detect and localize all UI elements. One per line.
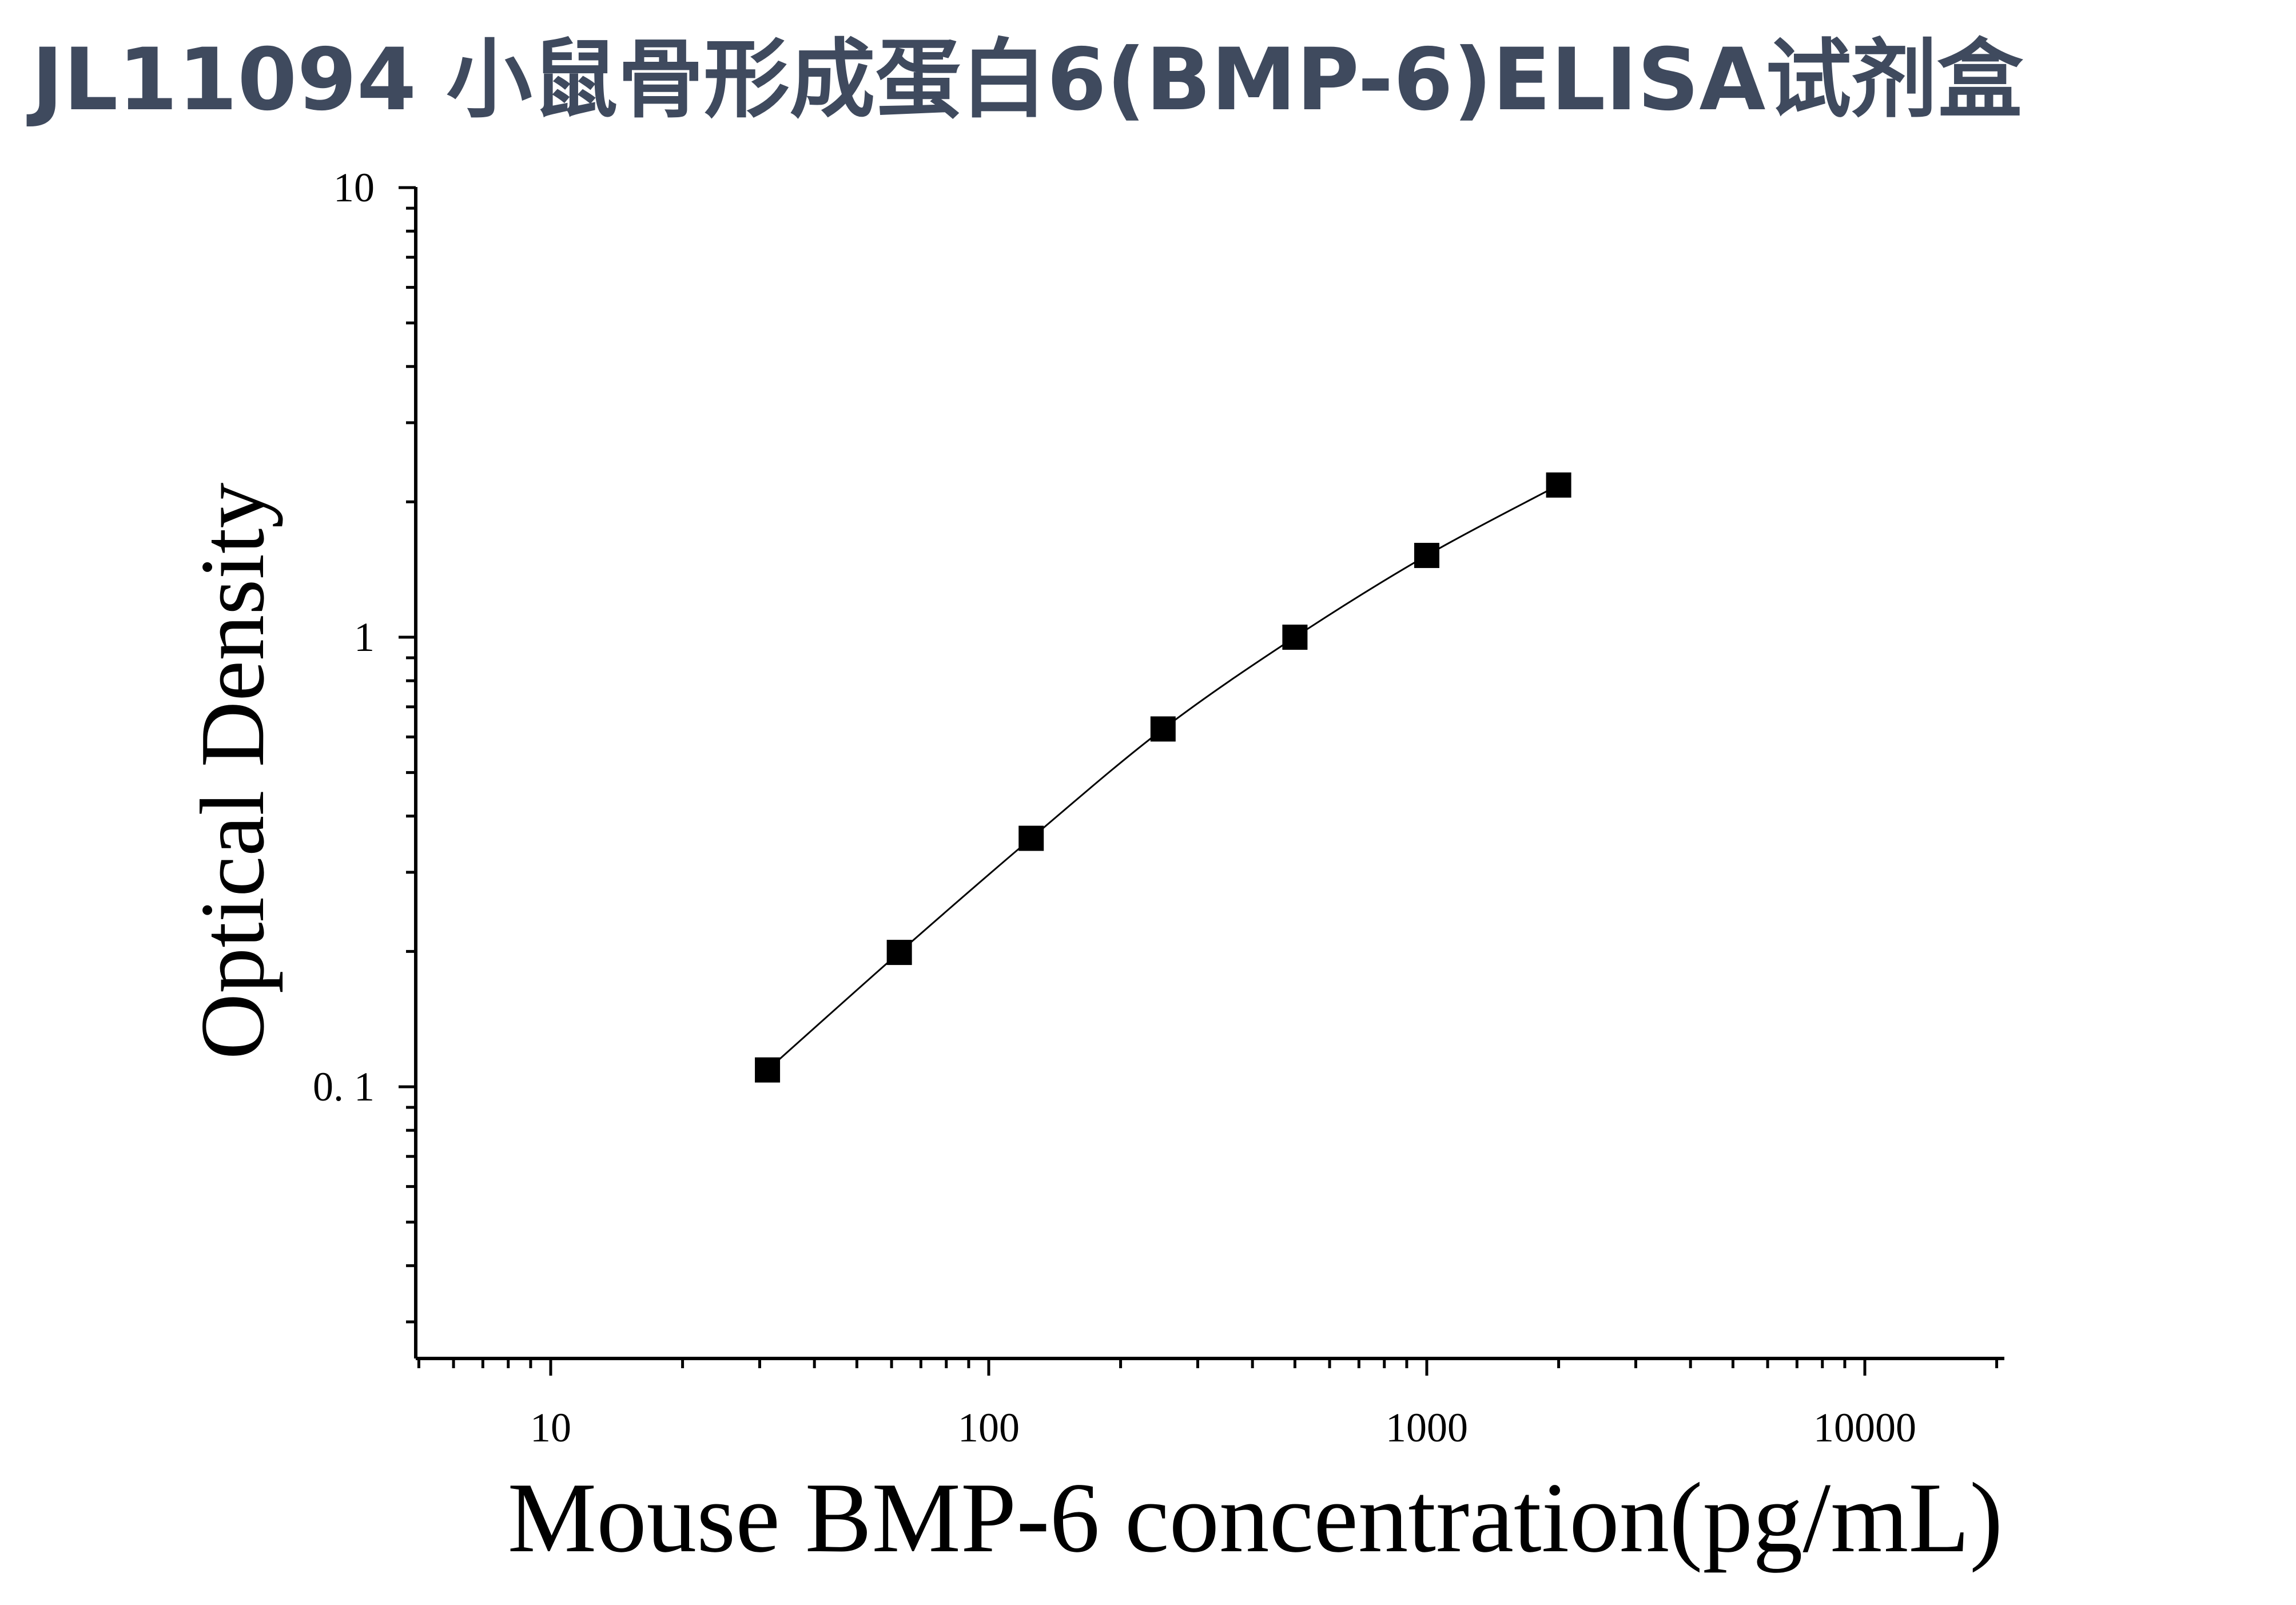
data-point <box>886 940 912 966</box>
y-tick-label: 0. 1 <box>313 1064 375 1110</box>
data-point <box>1414 543 1439 569</box>
data-point <box>1018 825 1044 851</box>
y-tick-label: 10 <box>333 165 375 210</box>
ticks <box>399 186 1999 1376</box>
data-point <box>1282 625 1308 650</box>
axes <box>414 187 2004 1360</box>
page-title: JL11094 小鼠骨形成蛋白6(BMP-6)ELISA试剂盒 <box>31 30 2023 130</box>
x-tick-label: 100 <box>958 1405 1020 1451</box>
fit-line <box>767 484 1559 1071</box>
tick-labels: 10 100 1000 10000 0. 1 1 10 <box>313 165 1916 1451</box>
x-axis-title: Mouse BMP-6 concentration(pg/mL) <box>508 1462 2003 1573</box>
data-point <box>1546 472 1571 498</box>
y-tick-label: 1 <box>354 614 375 660</box>
x-tick-label: 1000 <box>1386 1405 1468 1451</box>
y-axis-title: Optical Density <box>181 483 283 1060</box>
data-points <box>755 472 1571 1083</box>
x-tick-label: 10000 <box>1813 1405 1916 1451</box>
x-tick-label: 10 <box>530 1405 571 1451</box>
data-point <box>755 1057 781 1083</box>
data-point <box>1150 716 1176 742</box>
